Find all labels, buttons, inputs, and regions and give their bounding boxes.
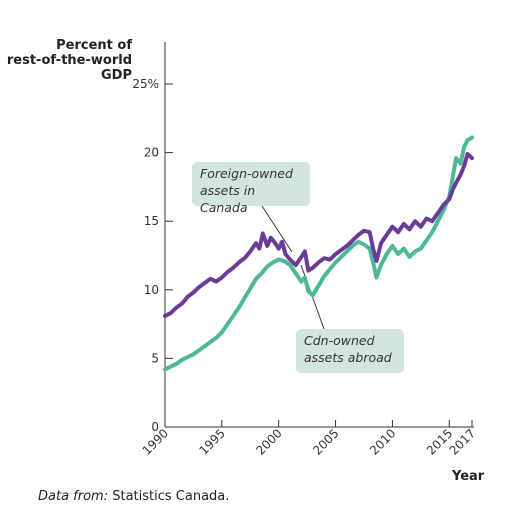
callout-cdn-line-1: Cdn-owned bbox=[304, 333, 375, 348]
y-tick-label: 5 bbox=[151, 351, 159, 365]
callout-foreign-line-1: Foreign-owned bbox=[200, 166, 293, 181]
axes bbox=[164, 42, 474, 428]
data-source: Data from: Statistics Canada. bbox=[38, 489, 229, 504]
y-axis-title: Percent of rest-of-the-world GDP bbox=[7, 38, 132, 83]
x-tick-label: 2010 bbox=[367, 426, 398, 457]
x-tick-label: 1990 bbox=[140, 426, 171, 457]
source-text: Statistics Canada. bbox=[108, 489, 230, 504]
callout-foreign-owned: Foreign-owned assets in Canada bbox=[192, 162, 310, 215]
series-cdn-owned-line bbox=[163, 135, 474, 372]
y-tick-label: 25% bbox=[132, 77, 159, 91]
y-tick-label: 10 bbox=[144, 283, 159, 297]
y-tick-label: 0 bbox=[151, 420, 159, 434]
y-axis-title-line-1: Percent of bbox=[56, 38, 132, 53]
foreign-callout-leader bbox=[261, 205, 293, 253]
callout-cdn-owned: Cdn-owned assets abroad bbox=[296, 329, 404, 373]
series-foreign-owned-line bbox=[163, 152, 474, 318]
y-axis-title-line-2: rest-of-the-world bbox=[6, 53, 132, 68]
x-tick-label: 2005 bbox=[310, 426, 341, 457]
x-tick-label: 1995 bbox=[196, 426, 227, 457]
series-lines bbox=[163, 135, 474, 372]
y-axis-title-line-3: GDP bbox=[101, 68, 132, 83]
source-prefix: Data from: bbox=[38, 489, 109, 504]
callout-cdn-line-2: assets abroad bbox=[304, 350, 392, 365]
callout-foreign-line-2: assets in Canada bbox=[200, 183, 256, 215]
x-tick-label: 2017 bbox=[447, 426, 478, 457]
y-tick-label: 15 bbox=[144, 214, 159, 228]
y-tick-label: 20 bbox=[144, 146, 159, 160]
x-axis-title: Year bbox=[452, 469, 485, 484]
x-tick-label: 2000 bbox=[253, 426, 284, 457]
